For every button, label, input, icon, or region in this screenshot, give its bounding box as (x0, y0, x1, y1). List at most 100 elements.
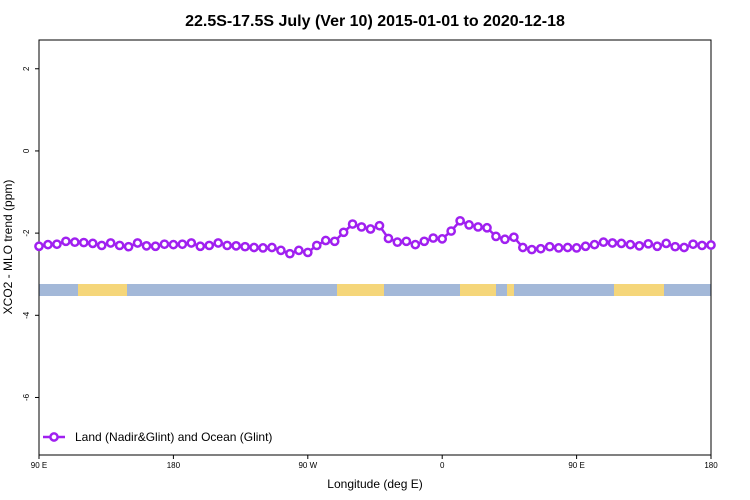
data-point (231, 241, 241, 251)
data-point (437, 234, 448, 244)
y-tick-label: -4 (22, 311, 31, 319)
data-point (580, 241, 591, 252)
data-point (634, 241, 645, 251)
data-point (688, 239, 698, 250)
data-point (419, 236, 430, 247)
data-point (329, 236, 340, 247)
data-point (392, 237, 403, 248)
data-point (177, 239, 188, 250)
data-point (293, 245, 304, 256)
data-point (616, 238, 627, 249)
land-band (614, 284, 664, 296)
land-band (460, 284, 496, 296)
data-point (52, 239, 62, 250)
data-point (61, 236, 71, 247)
data-point (123, 241, 134, 252)
data-point (697, 240, 707, 251)
data-point (204, 240, 215, 251)
data-point (240, 241, 250, 252)
data-point (186, 238, 197, 248)
x-tick-label: 180 (167, 461, 181, 470)
x-tick-label: 90 W (298, 461, 317, 470)
data-point (625, 239, 636, 250)
data-point (276, 245, 286, 256)
y-axis-label: XCO2 - MLO trend (ppm) (1, 180, 15, 315)
data-point (195, 241, 206, 252)
data-point (365, 224, 376, 234)
x-axis-label: Longitude (deg E) (327, 477, 422, 491)
data-point (491, 231, 501, 242)
data-point (150, 241, 161, 252)
land-band (507, 284, 514, 296)
data-point (96, 240, 107, 251)
data-point (114, 240, 125, 251)
surface-strip (39, 284, 711, 296)
data-point (679, 242, 689, 253)
data-point (69, 237, 80, 248)
x-tick-label: 90 E (31, 461, 47, 470)
data-point (661, 238, 672, 249)
data-point (87, 238, 98, 249)
data-point (168, 239, 179, 250)
data-point (410, 239, 421, 250)
data-point (302, 247, 313, 258)
data-point (589, 239, 600, 250)
plot-frame (38, 39, 712, 456)
data-point (517, 242, 528, 253)
data-point (267, 242, 277, 253)
data-point (222, 240, 233, 251)
data-point (607, 238, 618, 248)
data-point (383, 233, 394, 244)
y-tick-label: 0 (22, 148, 31, 153)
data-point (535, 243, 546, 254)
data-point (553, 243, 564, 253)
y-tick-label: -6 (22, 393, 31, 401)
data-point (464, 220, 474, 230)
data-point (105, 238, 116, 248)
data-point (562, 242, 573, 253)
data-point (509, 232, 519, 243)
legend-marker (49, 432, 59, 442)
x-tick-label: 90 E (568, 461, 584, 470)
data-point (473, 222, 483, 232)
data-point (598, 237, 609, 248)
data-point (34, 241, 44, 252)
data-point (249, 242, 259, 253)
data-point (258, 243, 268, 253)
data-point (374, 220, 385, 231)
data-point (571, 243, 582, 253)
data-point (670, 241, 681, 252)
data-point (482, 222, 492, 233)
y-tick-label: -2 (22, 229, 31, 237)
legend-label: Land (Nadir&Glint) and Ocean (Glint) (75, 430, 272, 444)
data-point (159, 239, 170, 250)
data-point (500, 234, 510, 245)
chart-title: 22.5S-17.5S July (Ver 10) 2015-01-01 to … (185, 13, 565, 30)
data-point (213, 238, 224, 248)
data-point (544, 241, 555, 252)
x-tick-label: 0 (440, 461, 445, 470)
data-point (141, 241, 152, 251)
data-point (320, 235, 331, 246)
data-point (78, 237, 89, 248)
data-point (526, 244, 537, 255)
data-point (347, 219, 358, 229)
x-tick-label: 180 (704, 461, 718, 470)
data-point (285, 248, 295, 259)
land-band (78, 284, 127, 296)
data-point (643, 238, 654, 249)
data-point (401, 236, 412, 247)
data-point (652, 241, 663, 252)
data-point (338, 227, 349, 238)
data-point (43, 239, 53, 250)
data-point (446, 226, 457, 236)
data-point (428, 233, 439, 243)
land-band (337, 284, 384, 296)
data-point (132, 238, 143, 248)
data-point (455, 215, 465, 226)
data-point (706, 240, 716, 250)
data-point (311, 240, 322, 251)
y-tick-label: 2 (22, 66, 31, 71)
data-point (356, 222, 367, 232)
